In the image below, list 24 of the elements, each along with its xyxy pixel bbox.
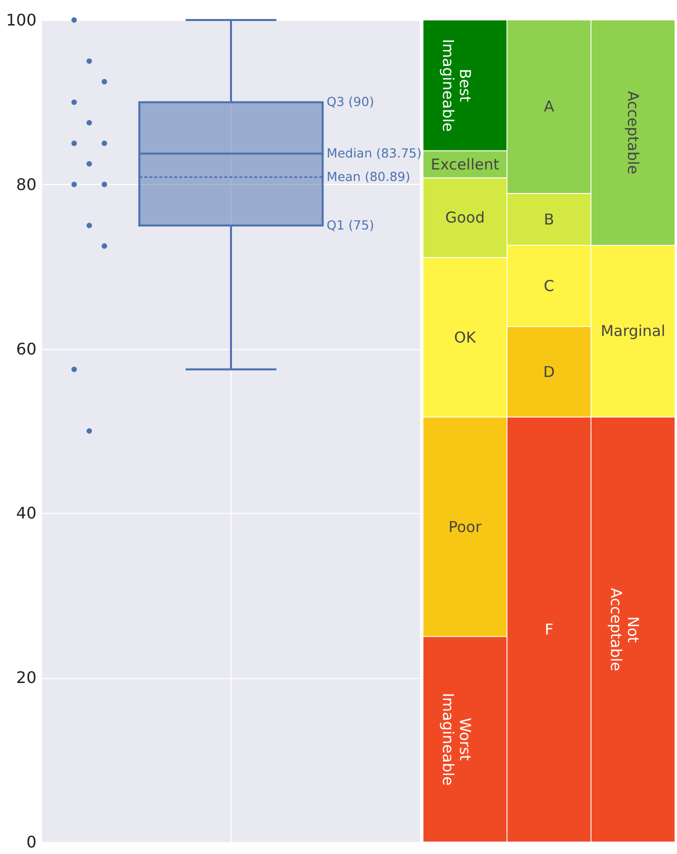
series-label: D xyxy=(543,362,555,381)
series-label: F xyxy=(544,620,554,639)
series-label: Excellent xyxy=(430,155,500,174)
y-tick-label: 40 xyxy=(16,504,36,523)
annotation: Mean (80.89) xyxy=(326,169,410,184)
series-label: Poor xyxy=(448,518,482,536)
series-label: A xyxy=(544,98,555,116)
y-tick-label: 80 xyxy=(16,174,36,194)
series-label: Marginal xyxy=(600,322,666,340)
series-label: OK xyxy=(454,328,477,346)
series-label: Worst Imagineable xyxy=(439,692,474,786)
series-label: Acceptable xyxy=(624,90,642,174)
series-label: Best Imagineable xyxy=(439,38,474,132)
y-tick-label: 0 xyxy=(26,832,36,852)
series-label: B xyxy=(544,210,554,228)
series-label: C xyxy=(544,276,554,295)
annotation: Q3 (90) xyxy=(326,94,374,110)
y-tick-label: 100 xyxy=(6,10,36,30)
series-label: Good xyxy=(445,208,485,227)
annotation: Median (83.75) xyxy=(326,146,422,161)
y-tick-label: 20 xyxy=(16,668,36,688)
series-label: Not Acceptable xyxy=(607,588,642,672)
y-tick-label: 60 xyxy=(16,339,36,358)
annotation: Q1 (75) xyxy=(326,218,374,232)
